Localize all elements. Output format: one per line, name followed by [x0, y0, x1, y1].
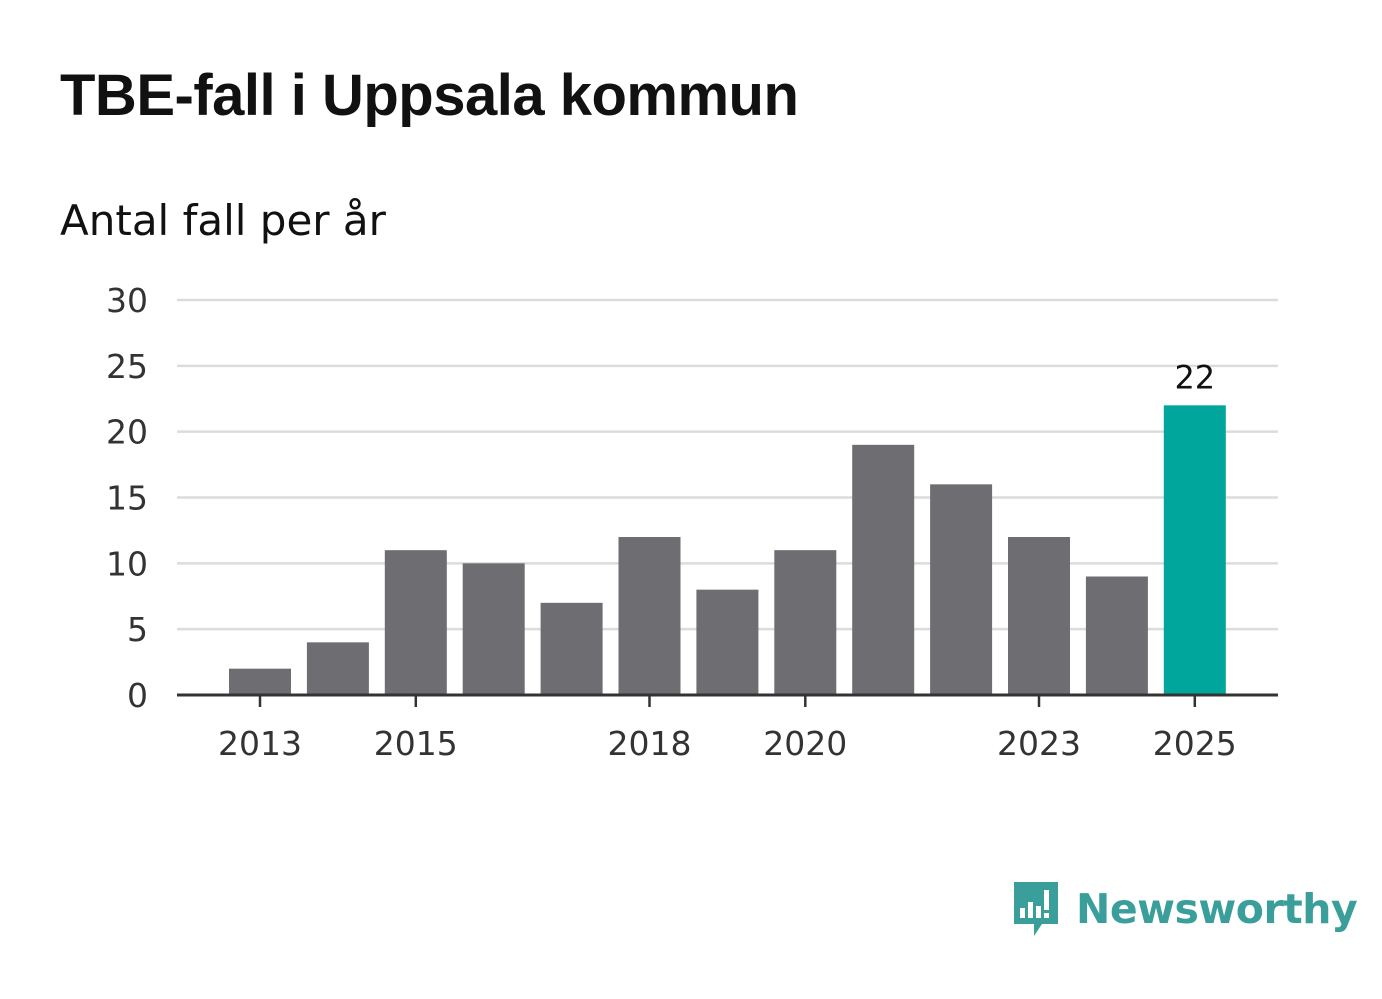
bar — [306, 642, 369, 695]
newsworthy-logo: Newsworthy — [1010, 878, 1358, 940]
bar — [1008, 537, 1070, 695]
y-tick-label: 20 — [106, 413, 148, 452]
y-tick-label: 5 — [127, 610, 148, 649]
bar — [618, 537, 681, 695]
y-axis-ticks: 0 5 10 15 20 25 30 — [106, 281, 148, 715]
newsworthy-logo-icon — [1014, 882, 1058, 936]
bar-highlight — [1163, 405, 1226, 695]
bar — [1085, 576, 1148, 695]
y-tick-label: 10 — [106, 544, 148, 583]
bar — [540, 602, 603, 695]
chart-title: TBE-fall i Uppsala kommun — [60, 63, 799, 128]
x-tick-label: 2025 — [1153, 724, 1237, 763]
chart-subtitle: Antal fall per år — [60, 196, 386, 245]
x-tick-label: 2015 — [374, 724, 458, 763]
y-tick-label: 15 — [106, 479, 148, 518]
bar — [930, 484, 993, 695]
x-tick-label: 2020 — [763, 724, 847, 763]
y-tick-label: 0 — [127, 676, 148, 715]
bar — [852, 444, 915, 695]
bar — [384, 550, 447, 695]
data-labels: 22 — [1174, 358, 1215, 396]
x-tick-label: 2023 — [997, 724, 1081, 763]
brand-name: Newsworthy — [1076, 885, 1358, 933]
bar — [774, 550, 837, 695]
data-label: 22 — [1174, 358, 1215, 396]
y-tick-label: 30 — [106, 281, 148, 320]
x-tick-label: 2013 — [218, 724, 302, 763]
bar — [696, 589, 759, 695]
bar — [462, 563, 525, 695]
x-axis-ticks: 2013 2015 2018 2020 2023 2025 — [218, 695, 1237, 763]
x-tick-label: 2018 — [608, 724, 692, 763]
y-tick-label: 25 — [106, 347, 148, 386]
bars — [229, 405, 1226, 695]
bar — [229, 668, 291, 695]
